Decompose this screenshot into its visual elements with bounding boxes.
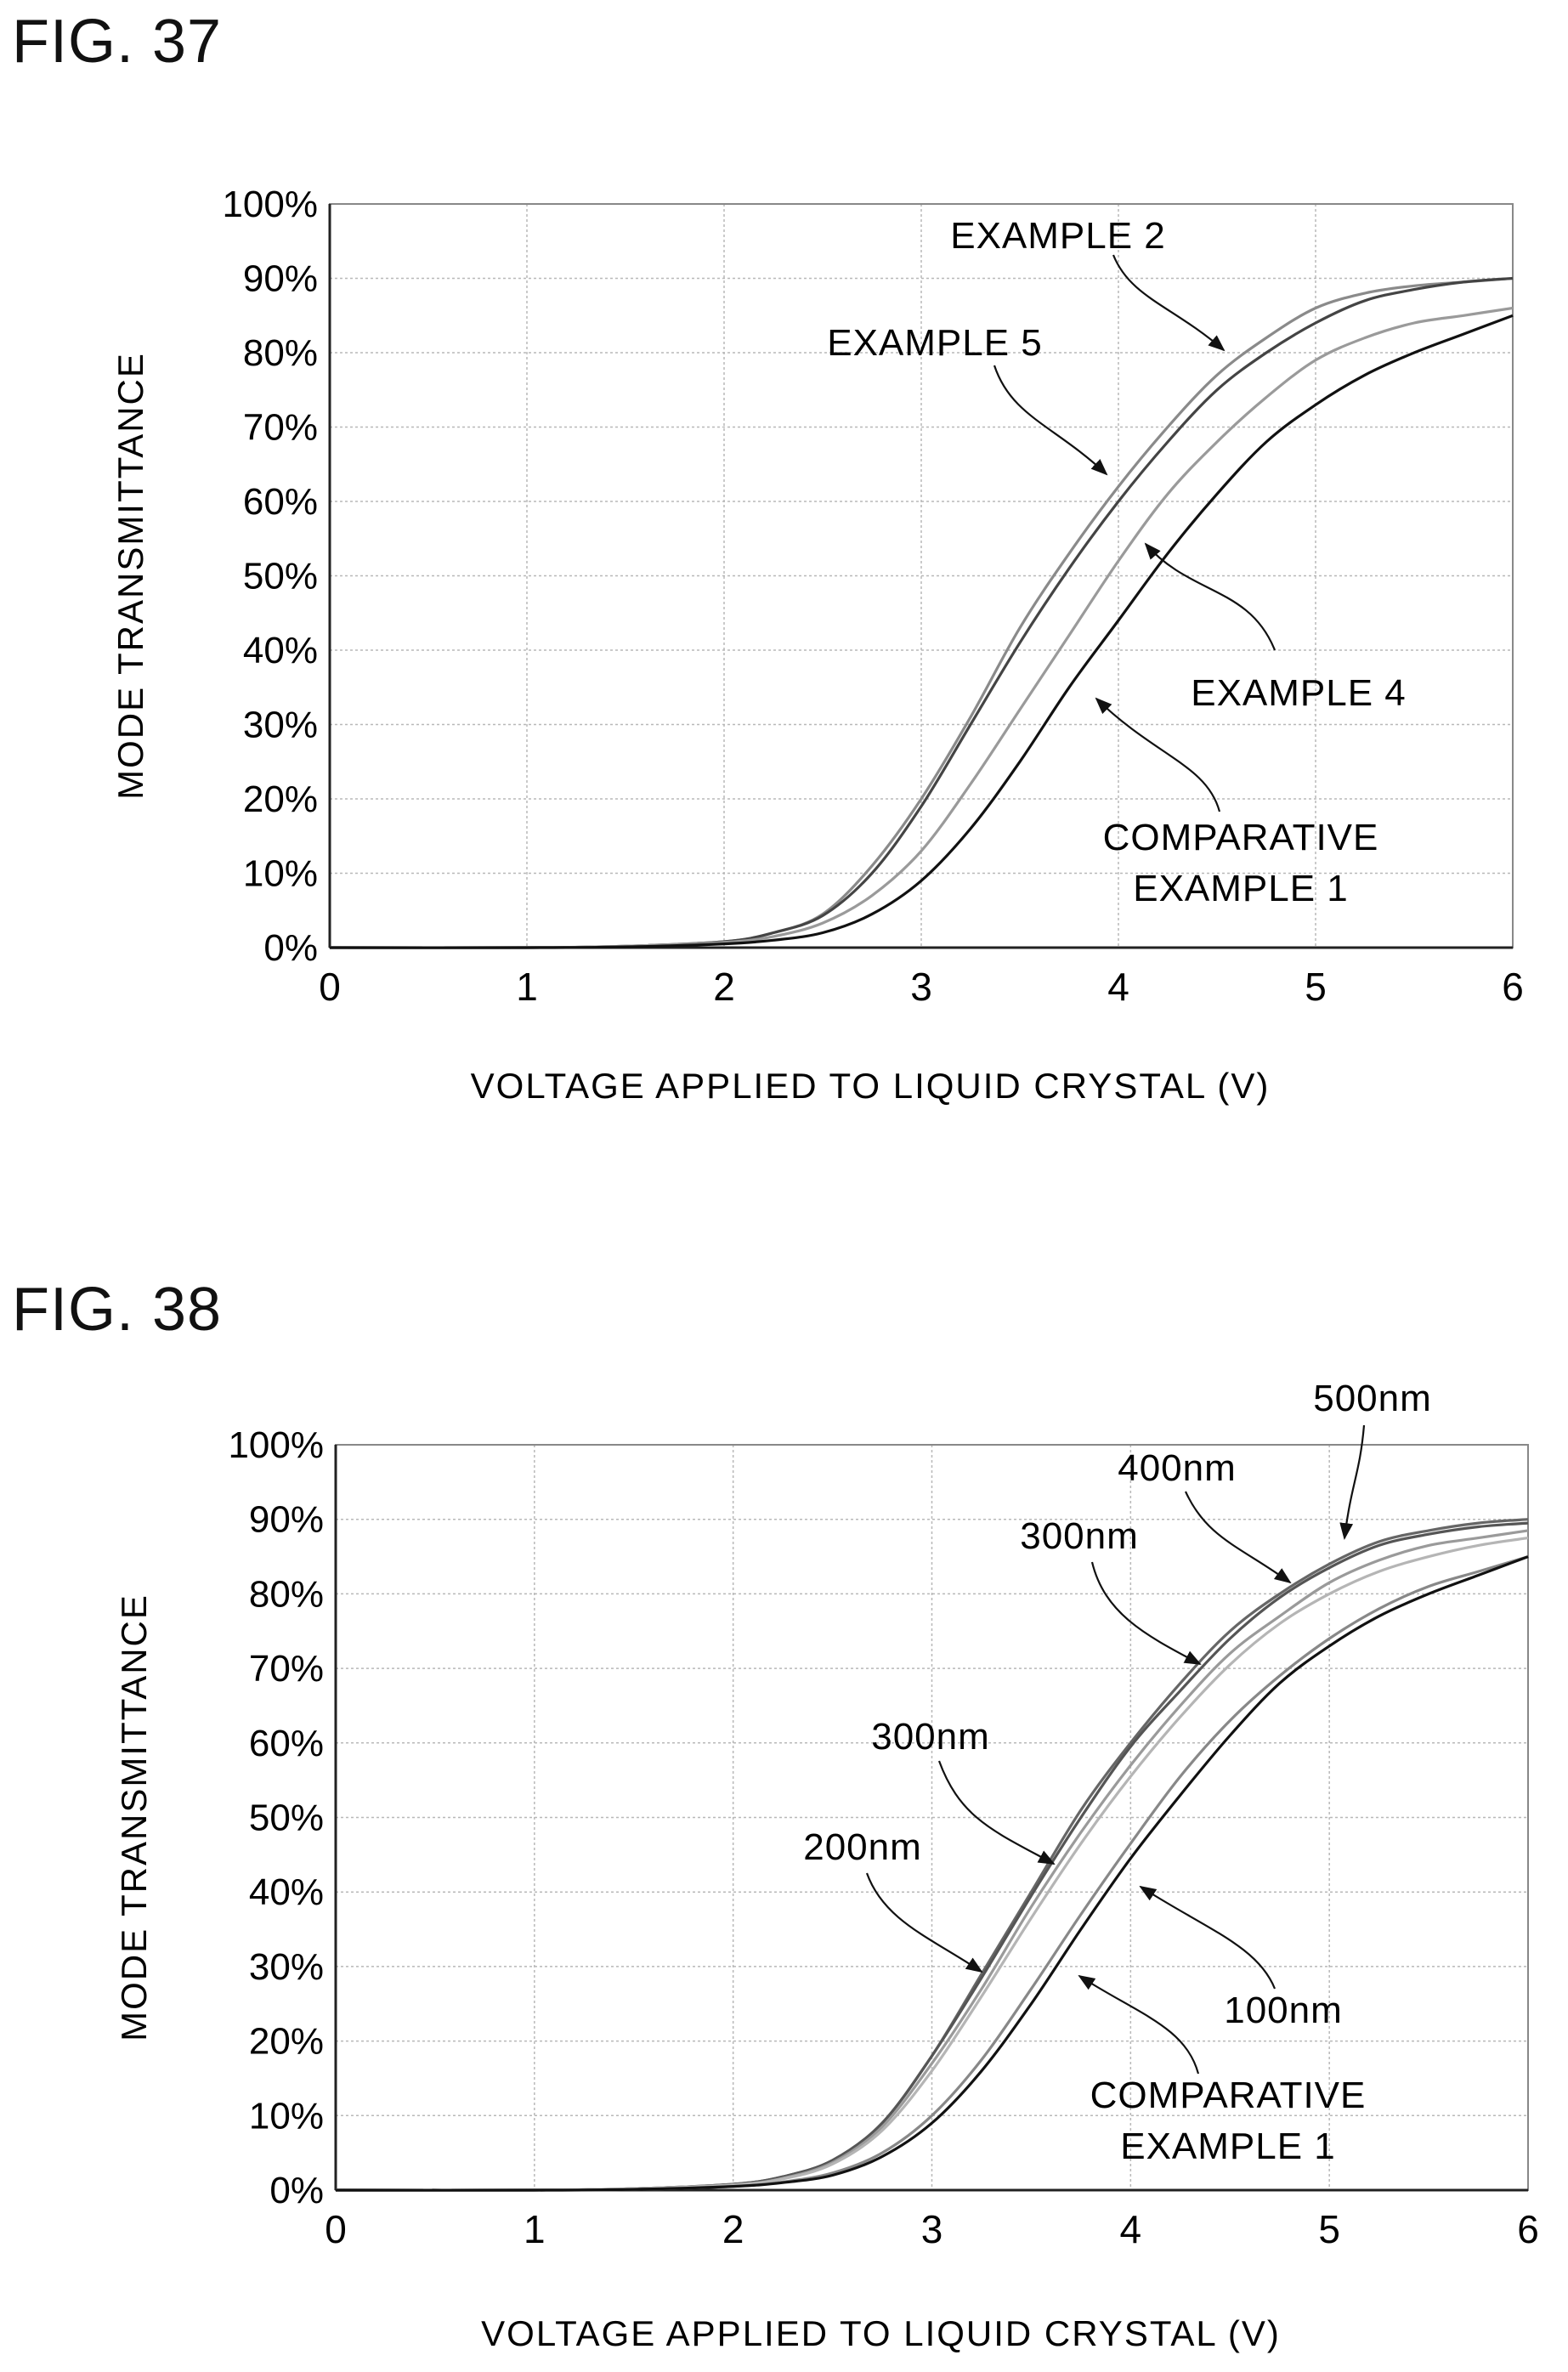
x-tick-label: 0 xyxy=(319,965,341,1009)
x-tick-label: 3 xyxy=(910,965,932,1009)
x-tick-label: 4 xyxy=(1107,965,1129,1009)
y-tick-label: 90% xyxy=(243,258,318,300)
x-tick-label: 1 xyxy=(516,965,538,1009)
annotation-label: EXAMPLE 2 xyxy=(950,215,1166,257)
annotation-arrow xyxy=(865,1872,983,1973)
y-tick-label: 70% xyxy=(243,407,318,449)
y-tick-label: 100% xyxy=(222,184,318,225)
y-axis-title: MODE TRANSMITTANCE xyxy=(114,1594,154,2041)
annotation-arrow xyxy=(937,1760,1056,1865)
y-tick-label: 60% xyxy=(243,481,318,523)
y-axis-title: MODE TRANSMITTANCE xyxy=(110,352,150,800)
annotation-label: EXAMPLE 5 xyxy=(827,322,1043,364)
annotation-label: 500nm xyxy=(1313,1378,1432,1419)
annotation-label: COMPARATIVE xyxy=(1103,817,1379,858)
annotation-label: 200nm xyxy=(803,1826,922,1868)
annotation-arrow xyxy=(1090,1561,1202,1665)
x-tick-label: 6 xyxy=(1502,965,1524,1009)
x-axis-title: VOLTAGE APPLIED TO LIQUID CRYSTAL (V) xyxy=(481,2313,1281,2353)
annotation-arrow xyxy=(1184,1491,1292,1584)
y-tick-label: 80% xyxy=(249,1573,324,1615)
y-tick-label: 50% xyxy=(249,1797,324,1839)
x-tick-label: 2 xyxy=(713,965,735,1009)
y-tick-label: 90% xyxy=(249,1499,324,1541)
x-tick-label: 5 xyxy=(1318,2207,1340,2251)
figure-38-chart: 0% 10% 20% 30% 40% 50% 60% 70% 80% 90% 100% 0 1 2 3 4 5 6… xyxy=(114,1378,1539,2353)
y-tick-label: 0% xyxy=(269,2170,324,2211)
x-tick-label: 1 xyxy=(524,2207,546,2251)
y-tick-label: 20% xyxy=(243,778,318,820)
figure-37-label: FIG. 37 xyxy=(12,8,223,76)
annotation-arrow xyxy=(1144,542,1276,651)
annotation-arrow xyxy=(993,365,1108,476)
figure-38-label: FIG. 38 xyxy=(12,1276,223,1344)
annotation-arrow xyxy=(1078,1974,1200,2075)
annotation-label: EXAMPLE 4 xyxy=(1191,672,1407,714)
annotation-label: EXAMPLE 1 xyxy=(1133,868,1349,909)
x-tick-label: 3 xyxy=(921,2207,943,2251)
x-tick-label: 0 xyxy=(325,2207,347,2251)
y-tick-label: 70% xyxy=(249,1648,324,1690)
annotation-arrow xyxy=(1339,1424,1366,1540)
annotation-label: 400nm xyxy=(1118,1447,1237,1489)
y-tick-label: 20% xyxy=(249,2021,324,2063)
annotation-arrow xyxy=(1095,697,1221,812)
x-axis-title: VOLTAGE APPLIED TO LIQUID CRYSTAL (V) xyxy=(471,1066,1271,1106)
annotation-label: COMPARATIVE xyxy=(1090,2075,1367,2116)
x-tick-label: 4 xyxy=(1120,2207,1142,2251)
x-tick-label: 5 xyxy=(1305,965,1327,1009)
y-tick-label: 30% xyxy=(243,705,318,746)
y-tick-label: 30% xyxy=(249,1946,324,1988)
figure-37-chart: 0% 10% 20% 30% 40% 50% 60% 70% 80% 90% 100% 0 1 2 3 4 5 6… xyxy=(110,184,1524,1106)
x-tick-label: 2 xyxy=(722,2207,744,2251)
y-tick-label: 40% xyxy=(243,630,318,671)
x-tick-label: 6 xyxy=(1517,2207,1539,2251)
series-line-comparative-example-1 xyxy=(335,1555,1529,2192)
y-tick-label: 100% xyxy=(228,1424,324,1466)
y-tick-label: 40% xyxy=(249,1871,324,1913)
annotation-label: 300nm xyxy=(1020,1515,1139,1557)
y-tick-label: 10% xyxy=(243,853,318,895)
annotation-label: 100nm xyxy=(1224,1990,1343,2031)
annotation-label: 300nm xyxy=(871,1716,990,1758)
annotation-arrow xyxy=(1139,1885,1276,1990)
y-tick-label: 80% xyxy=(243,332,318,374)
y-tick-label: 60% xyxy=(249,1723,324,1764)
y-tick-label: 0% xyxy=(263,927,318,969)
series-line-comparative-example-1 xyxy=(329,314,1514,949)
annotation-arrow xyxy=(1112,254,1226,352)
y-tick-label: 10% xyxy=(249,2095,324,2137)
y-tick-label: 50% xyxy=(243,556,318,597)
annotation-label: EXAMPLE 1 xyxy=(1120,2126,1336,2167)
